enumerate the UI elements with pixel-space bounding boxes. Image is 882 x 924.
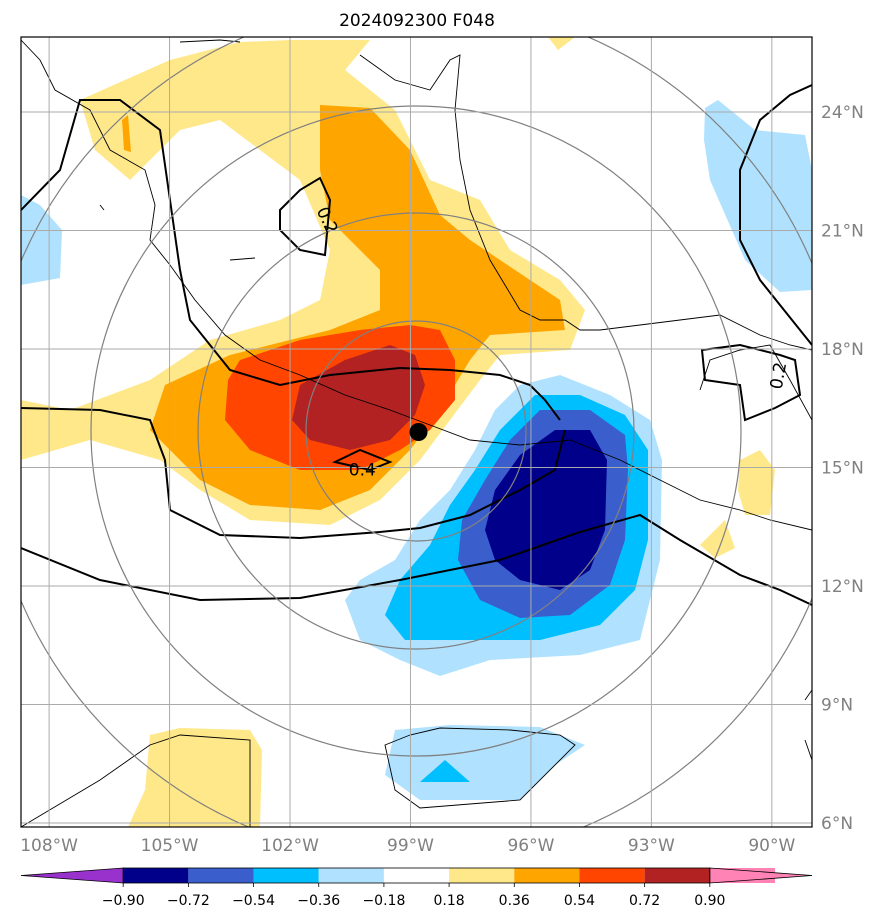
negative-anomaly-lightblue-northeast bbox=[704, 100, 812, 292]
colorbar-tick-label: −0.18 bbox=[362, 893, 405, 909]
gulf-of-mexico-coastline bbox=[359, 54, 812, 351]
contour-line-northwest bbox=[21, 99, 561, 421]
contour-line-east bbox=[739, 84, 812, 346]
colorbar-swatch bbox=[123, 868, 189, 883]
longitude-tick-label: 90°W bbox=[748, 836, 795, 856]
negative-anomaly-lightblue-south bbox=[385, 725, 585, 800]
latitude-tick-label: 18°N bbox=[821, 340, 864, 360]
filled-contours bbox=[21, 37, 812, 827]
negative-anomaly-lightblue-west bbox=[21, 195, 62, 285]
latitude-tick-label: 24°N bbox=[821, 103, 864, 123]
central-america-coastline bbox=[619, 459, 812, 531]
longitude-tick-label: 108°W bbox=[20, 836, 78, 856]
contour-line-south bbox=[21, 513, 812, 606]
colorbar-tick-label: 0.90 bbox=[694, 893, 725, 909]
latitude-tick-label: 9°N bbox=[821, 696, 853, 716]
land-outline-south bbox=[384, 727, 576, 809]
positive-anomaly-orange-small bbox=[122, 115, 131, 152]
latitude-tick-label: 15°N bbox=[821, 459, 864, 479]
range-ring-3 bbox=[90, 105, 742, 757]
colorbar-swatch bbox=[188, 868, 254, 883]
colorbar-tick-label: −0.90 bbox=[102, 893, 145, 909]
latitude-tick-label: 12°N bbox=[821, 577, 864, 597]
contour-line-east-loop bbox=[700, 343, 802, 422]
baja-coastline bbox=[179, 39, 241, 43]
latitude-tick-labels: 24°N 21°N 18°N 15°N 12°N 9°N 6°N bbox=[821, 103, 864, 834]
map-title: 2024092300 F048 bbox=[339, 11, 495, 31]
longitude-tick-label: 96°W bbox=[507, 836, 554, 856]
storm-center-marker bbox=[409, 423, 428, 441]
yucatan-coastline bbox=[699, 344, 812, 421]
range-ring-2 bbox=[197, 212, 635, 650]
map-plot-area: 0.20.40.2 bbox=[21, 37, 812, 827]
colorbar-tick-label: 0.72 bbox=[629, 893, 660, 909]
colorbar-tick-label: 0.18 bbox=[434, 893, 465, 909]
positive-anomaly-darkred-region bbox=[292, 345, 425, 450]
latitude-tick-label: 6°N bbox=[821, 814, 853, 834]
colorbar: −0.90 −0.72 −0.54 −0.36 −0.18 0.18 0.36 0.54 0.7… bbox=[20, 867, 813, 909]
colorbar-tick-label: −0.36 bbox=[297, 893, 340, 909]
range-ring-1 bbox=[305, 320, 527, 542]
positive-anomaly-yellow-topright bbox=[548, 37, 575, 50]
colorbar-tick-label: −0.54 bbox=[232, 893, 275, 909]
colorbar-swatch bbox=[449, 868, 515, 883]
island-outline-2 bbox=[229, 257, 256, 261]
negative-anomaly-blue-south bbox=[420, 760, 470, 782]
contour-value-label: 0.2 bbox=[767, 361, 791, 391]
longitude-tick-label: 102°W bbox=[261, 836, 319, 856]
positive-anomaly-yellow-south bbox=[128, 728, 262, 827]
land-outline-southwest bbox=[21, 734, 251, 827]
colorbar-tick-label: 0.36 bbox=[499, 893, 530, 909]
colorbar-swatch bbox=[644, 868, 710, 883]
longitude-tick-label: 93°W bbox=[628, 836, 675, 856]
latitude-tick-label: 21°N bbox=[821, 222, 864, 242]
colorbar-frame bbox=[122, 867, 711, 884]
contour-line-top bbox=[279, 176, 332, 257]
mexico-pacific-coastline bbox=[21, 39, 621, 461]
colorbar-extend-low bbox=[20, 867, 124, 884]
longitude-tick-label: 105°W bbox=[141, 836, 199, 856]
colorbar-tick-label: 0.54 bbox=[564, 893, 595, 909]
coastlines bbox=[21, 39, 812, 827]
island-outline-1 bbox=[99, 204, 105, 211]
plot-frame bbox=[20, 36, 813, 828]
contour-line-west bbox=[21, 407, 566, 540]
colorbar-tick-label: −0.72 bbox=[167, 893, 210, 909]
colorbar-swatch bbox=[579, 868, 645, 883]
colorbar-swatch bbox=[514, 868, 580, 883]
contour-value-label: 0.4 bbox=[349, 460, 376, 480]
colorbar-swatch bbox=[318, 868, 384, 883]
gridlines bbox=[21, 37, 812, 827]
land-outline-southeast bbox=[804, 689, 812, 761]
colorbar-swatch bbox=[253, 868, 319, 883]
colorbar-swatch bbox=[383, 868, 450, 883]
negative-anomaly-darkblue-region bbox=[485, 430, 607, 590]
longitude-tick-label: 99°W bbox=[387, 836, 434, 856]
longitude-tick-labels: 108°W 105°W 102°W 99°W 96°W 93°W 90°W bbox=[20, 836, 795, 856]
range-rings bbox=[21, 37, 812, 827]
positive-anomaly-yellow-east bbox=[738, 450, 775, 515]
